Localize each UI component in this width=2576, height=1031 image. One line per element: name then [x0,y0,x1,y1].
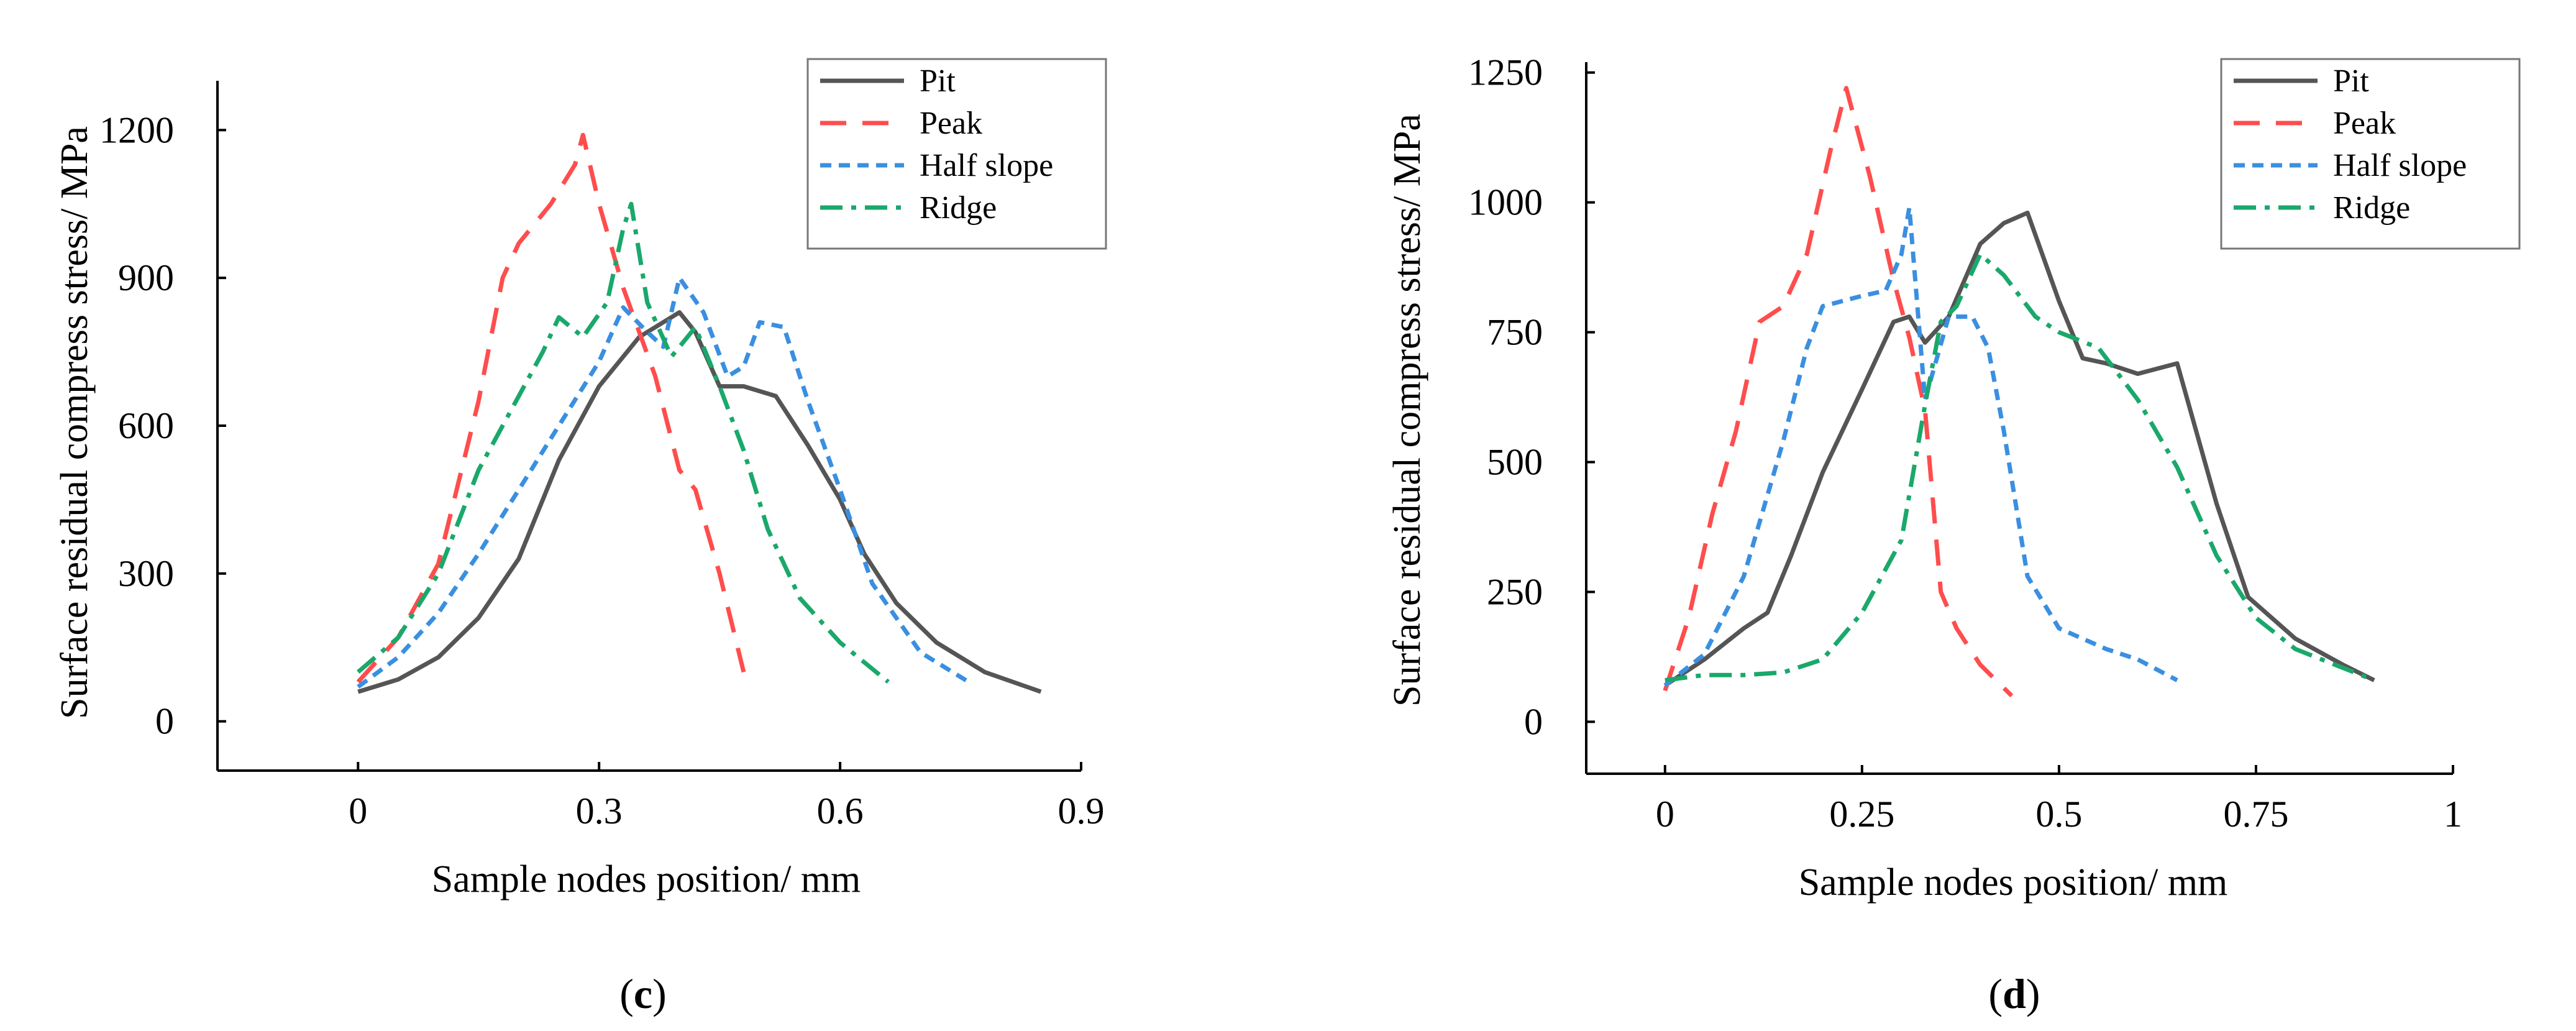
y-tick-label: 750 [1487,312,1543,353]
series-line-ridge [1665,252,2375,683]
legend-box [2220,58,2521,250]
y-tick-label: 250 [1487,571,1543,612]
series-line-pit [1663,210,2375,687]
caption-letter: d [2003,970,2026,1017]
x-tick-label: 0 [1656,794,1674,835]
y-ticks: 0 300 600 900 1200 [99,109,226,742]
series-line-peak [1663,86,2014,698]
y-axis-title: Surface residual compress stress/ MPa [53,126,96,719]
series-line-ridge [357,201,890,684]
y-ticks: 0 250 500 750 1000 1250 [1468,52,1595,742]
y-tick-label: 1250 [1468,52,1543,93]
legend-box [806,58,1107,250]
panel-caption-d: (d) [1988,970,2040,1017]
x-axis-title: Sample nodes position/ mm [432,858,861,900]
series-line-pit [357,310,1042,694]
y-tick-label: 0 [155,701,174,742]
x-tick-label: 0 [349,790,367,832]
series-line-peak [356,132,746,684]
y-tick-label: 1000 [1468,182,1543,223]
y-tick-label: 0 [1524,701,1543,742]
caption-open: ( [619,970,634,1017]
x-tick-label: 0.3 [576,790,623,832]
x-tick-label: 1 [2444,794,2462,835]
chart-panel-d: 0 250 500 750 1000 1250 0 0.25 0.5 0.75 1 Sample … [1386,52,2521,1017]
series-line-half-slope [1663,205,2178,687]
series-lines [1663,86,2375,698]
caption-close: ) [2026,970,2040,1017]
legend: Pit Peak Half slope Ridge [806,58,1107,250]
caption-letter: c [634,970,652,1017]
panel-caption-c: (c) [619,970,667,1017]
legend: Pit Peak Half slope Ridge [2220,58,2521,250]
y-tick-label: 600 [118,405,174,446]
x-tick-label: 0.6 [817,790,864,832]
y-tick-label: 500 [1487,442,1543,483]
y-axis-title: Surface residual compress stress/ MPa [1386,114,1428,707]
legend-label: Peak [2333,106,2396,141]
legend-label: Ridge [920,190,997,226]
series-lines [356,132,1042,694]
x-ticks: 0 0.25 0.5 0.75 1 [1656,765,2462,835]
legend-label: Pit [2333,63,2369,99]
x-ticks: 0 0.3 0.6 0.9 [349,762,1105,832]
x-tick-label: 0.9 [1058,790,1105,832]
legend-label: Half slope [920,148,1053,183]
x-axis-title: Sample nodes position/ mm [1799,861,2228,904]
x-tick-label: 0.75 [2223,794,2288,835]
caption-open: ( [1988,970,2003,1017]
chart-panel-c: 0 300 600 900 1200 0 0.3 0.6 0.9 Sample nodes p… [53,58,1107,1017]
caption-close: ) [652,970,667,1017]
series-line-half-slope [357,275,970,689]
y-tick-label: 300 [118,553,174,594]
legend-label: Ridge [2333,190,2410,226]
y-tick-label: 900 [118,257,174,298]
legend-label: Half slope [2333,148,2467,183]
y-tick-label: 1200 [99,109,174,150]
x-tick-label: 0.25 [1829,794,1894,835]
x-tick-label: 0.5 [2035,794,2082,835]
legend-label: Peak [920,106,982,141]
legend-label: Pit [920,63,956,99]
